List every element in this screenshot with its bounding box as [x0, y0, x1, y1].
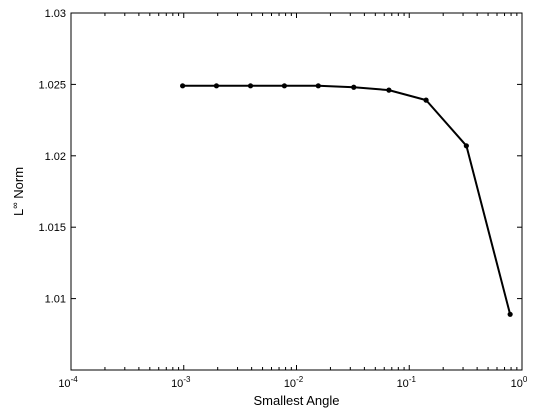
plot-area [70, 12, 523, 371]
y-axis-label: L∞ Norm [10, 167, 26, 216]
data-point [247, 83, 254, 89]
x-tick-label: 10-1 [397, 375, 417, 390]
x-tick-label-exponent: -4 [71, 375, 79, 384]
data-point [386, 87, 392, 93]
x-tick-label: 10-2 [284, 375, 304, 390]
y-axis-label-superscript: ∞ [10, 202, 20, 208]
series-line [182, 84, 512, 315]
y-tick-label: 1.01 [45, 294, 66, 306]
y-axis-label-rest: Norm [11, 167, 26, 202]
data-point [281, 83, 287, 89]
y-tick-label: 1.03 [45, 8, 66, 20]
data-point [351, 84, 357, 90]
x-tick-label-base: 10 [58, 378, 70, 390]
series-layer [180, 83, 513, 317]
data-point [423, 97, 429, 103]
x-axis-label: Smallest Angle [254, 393, 340, 408]
x-tick-label: 10-4 [58, 375, 78, 390]
x-tick-label-base: 10 [284, 378, 296, 390]
x-axis-ticks: 10-4 10-3 10-2 10-1 100 [58, 13, 528, 390]
x-tick-label-base: 10 [511, 378, 523, 390]
data-point [463, 143, 469, 149]
y-tick-label: 1.015 [38, 222, 66, 234]
x-tick-label-exponent: -3 [183, 375, 191, 384]
x-tick-label-exponent: 0 [523, 375, 528, 384]
y-tick-label: 1.02 [45, 151, 66, 163]
data-point [180, 83, 186, 89]
data-point [213, 83, 220, 89]
y-axis-label-base: L [11, 209, 26, 216]
data-point [315, 83, 321, 89]
y-axis-ticks: 1.01 1.015 1.02 1.025 1.03 [38, 8, 522, 306]
x-tick-label: 10-3 [171, 375, 191, 390]
data-point [507, 311, 513, 317]
x-tick-label-exponent: -1 [409, 375, 417, 384]
y-tick-label: 1.025 [38, 79, 66, 91]
x-tick-label: 100 [511, 375, 528, 390]
x-tick-label-exponent: -2 [296, 375, 304, 384]
x-tick-label-base: 10 [397, 378, 409, 390]
x-tick-label-base: 10 [171, 378, 183, 390]
